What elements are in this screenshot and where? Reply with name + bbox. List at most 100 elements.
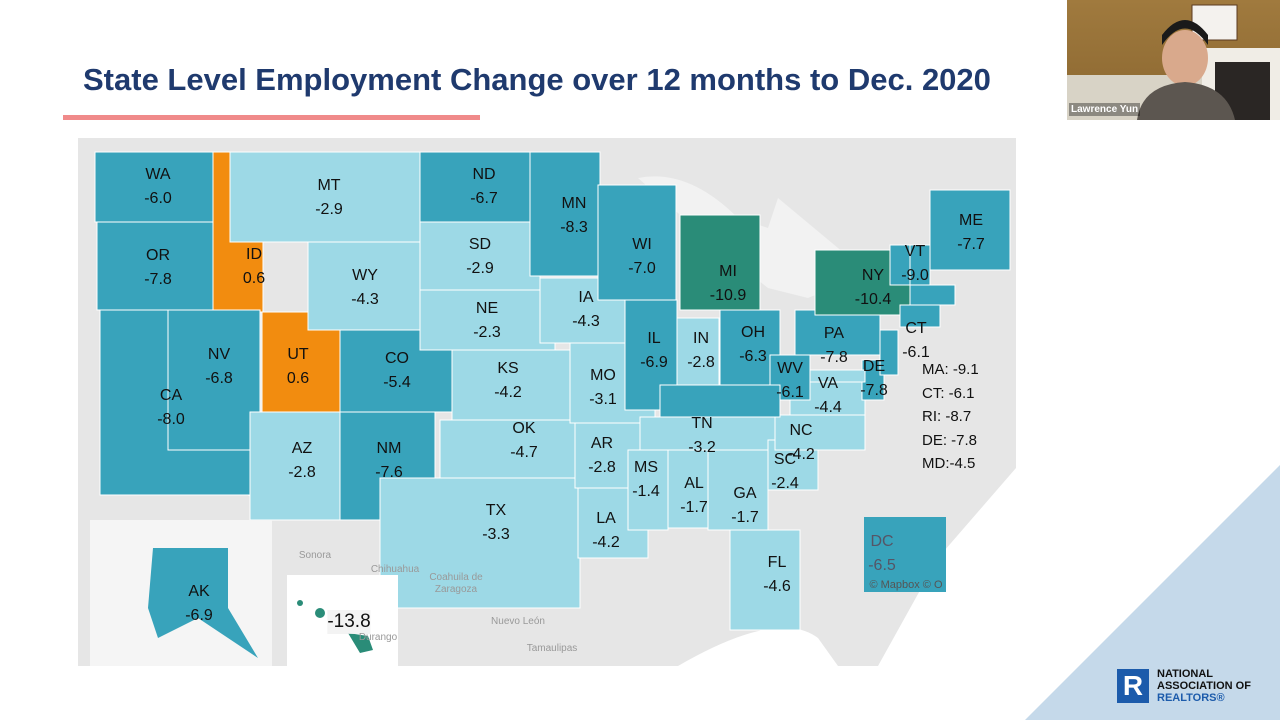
state-label-fl: FL -4.6 (763, 551, 791, 599)
state-label-dc: DC -6.5 (868, 530, 896, 578)
state-label-ok: OK -4.7 (510, 417, 538, 465)
state-abbr: MI (719, 263, 737, 280)
state-label-va: VA -4.4 (814, 372, 842, 420)
state-label-ks: KS -4.2 (494, 357, 522, 405)
state-abbr: NV (207, 346, 231, 363)
logo-line-2: ASSOCIATION OF (1157, 680, 1251, 692)
state-value: -2.8 (288, 464, 316, 481)
state-abbr: AK (188, 583, 210, 600)
state-value: -8.0 (157, 411, 185, 428)
state-value: -4.3 (572, 313, 600, 330)
state-label-ne: NE -2.3 (473, 297, 501, 345)
state-label-nv: NV -6.8 (205, 343, 233, 391)
state-value: -4.2 (592, 534, 620, 551)
choropleth-map[interactable]: WA -6.0 OR -7.8 CA -8.0 ID 0.6 NV -6.8 UT 0.6 AZ -2.8… (78, 138, 1016, 666)
state-value: -1.4 (632, 483, 660, 500)
realtor-r-icon: R (1117, 669, 1149, 703)
state-abbr: WY (352, 267, 378, 284)
state-abbr: VT (904, 243, 926, 260)
slide-title: State Level Employment Change over 12 mo… (83, 62, 991, 97)
state-value: -7.8 (820, 349, 848, 366)
state-abbr: MO (590, 367, 616, 384)
state-abbr: NY (861, 267, 885, 284)
state-value: -10.4 (854, 291, 892, 308)
state-value: -10.9 (709, 287, 747, 304)
state-label-tx: TX -3.3 (482, 499, 510, 547)
state-label-wa: WA -6.0 (144, 163, 172, 211)
state-value: -6.8 (205, 370, 233, 387)
state-ks (451, 349, 573, 421)
state-label-oh: OH -6.3 (739, 321, 767, 369)
state-value: -9.0 (901, 267, 929, 284)
state-abbr: MT (317, 177, 341, 194)
state-label-ct: CT -6.1 (902, 317, 930, 365)
logo-line-3: REALTORS® (1157, 692, 1225, 704)
state-abbr: CT (905, 320, 927, 337)
state-abbr: ME (958, 212, 983, 229)
state-value: -4.2 (494, 384, 522, 401)
state-abbr: AR (590, 435, 614, 452)
state-abbr: NM (376, 440, 402, 457)
state-label-al: AL -1.7 (680, 472, 708, 520)
state-abbr: OR (145, 247, 170, 264)
state-value: -4.2 (787, 446, 815, 463)
state-label-pa: PA -7.8 (820, 322, 848, 370)
hawaii-island (315, 608, 325, 618)
state-label-wy: WY -4.3 (351, 264, 379, 312)
state-tn (639, 416, 781, 451)
state-label-ms: MS -1.4 (632, 456, 660, 504)
state-label-mt: MT -2.9 (315, 174, 343, 222)
state-value: -2.9 (466, 260, 494, 277)
state-label-co: CO -5.4 (383, 347, 411, 395)
state-label-mo: MO -3.1 (589, 364, 617, 412)
state-value: -2.4 (771, 475, 799, 492)
state-abbr: PA (823, 325, 845, 342)
presenter-name: Lawrence Yun (1069, 103, 1141, 116)
state-abbr: CO (384, 350, 409, 367)
note-line: MD:-4.5 (922, 455, 976, 472)
state-label-tn: TN -3.2 (688, 412, 716, 460)
state-abbr: GA (733, 485, 757, 502)
state-nv (167, 309, 261, 451)
state-label-sd: SD -2.9 (466, 233, 494, 281)
state-abbr: UT (287, 346, 309, 363)
state-ne (419, 289, 556, 351)
state-value: -7.8 (860, 382, 888, 399)
state-nj (879, 329, 899, 376)
state-abbr: OK (512, 420, 536, 437)
state-value: -3.1 (589, 391, 617, 408)
state-label-ar: AR -2.8 (588, 432, 616, 480)
state-label-nd: ND -6.7 (470, 163, 498, 211)
map-attribution[interactable]: © Mapbox © O (869, 579, 943, 591)
state-label-vt: VT -9.0 (901, 240, 929, 288)
state-abbr: DE (862, 358, 886, 375)
state-abbr: IL (647, 330, 661, 347)
state-value: -6.7 (470, 190, 498, 207)
state-label-me: ME -7.7 (957, 209, 985, 257)
state-label-ny: NY -10.4 (855, 264, 891, 312)
presenter-image (1067, 4, 1280, 120)
state-wa (94, 151, 216, 223)
state-abbr: MS (633, 459, 658, 476)
state-value: -2.8 (588, 459, 616, 476)
state-nc (774, 414, 866, 451)
title-underline (63, 115, 480, 120)
state-wi (597, 184, 677, 301)
state-value: -7.7 (957, 236, 985, 253)
state-value: -6.9 (185, 607, 213, 624)
state-abbr: NE (475, 300, 499, 317)
state-label-ak: AK -6.9 (185, 580, 213, 628)
state-label-or: OR -7.8 (144, 244, 172, 292)
state-ma (909, 284, 956, 306)
state-value: -6.1 (902, 344, 930, 361)
state-label-ga: GA -1.7 (731, 482, 759, 530)
state-mt (229, 151, 421, 243)
state-value: -7.8 (144, 271, 172, 288)
state-abbr: VA (817, 375, 839, 392)
state-abbr: DC (870, 533, 894, 550)
state-abbr: ND (472, 166, 496, 183)
state-abbr: CA (159, 387, 183, 404)
note-line: MA: -9.1 (922, 361, 979, 378)
state-dc (897, 542, 919, 563)
state-label-ia: IA -4.3 (572, 286, 600, 334)
